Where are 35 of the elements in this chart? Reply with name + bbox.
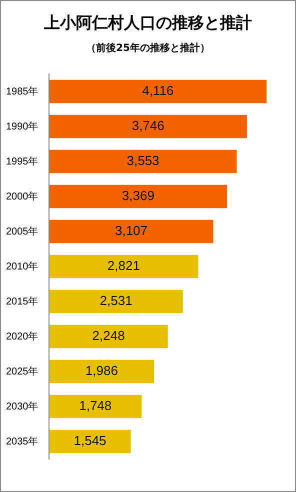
data-label: 4,116: [142, 83, 174, 98]
data-label: 3,369: [122, 188, 154, 204]
data-label: 1,545: [74, 433, 106, 448]
y-tick-label: 2020年: [6, 330, 38, 342]
y-tick-label: 2010年: [6, 260, 38, 272]
chart-title: 上小阿仁村人口の推移と推計: [43, 13, 253, 34]
data-label: 1,748: [79, 398, 112, 414]
bar: [49, 360, 154, 384]
data-label: 2,531: [100, 293, 132, 308]
bar: [49, 114, 247, 138]
y-tick-label: 1995年: [6, 155, 38, 168]
bar: [49, 290, 183, 314]
y-tick-label: 2000年: [6, 190, 38, 202]
bar: [49, 324, 168, 348]
bar: [49, 394, 142, 418]
y-tick-label: 2005年: [6, 225, 38, 238]
data-label: 2,248: [92, 328, 125, 344]
data-label: 3,746: [132, 118, 164, 134]
data-label: 3,553: [126, 153, 160, 168]
bar: [49, 430, 131, 454]
data-label: 3,107: [114, 223, 148, 238]
y-tick-label: 2025年: [6, 365, 38, 378]
bar: [49, 184, 228, 208]
y-tick-label: 2035年: [6, 435, 38, 448]
bar: [49, 150, 237, 174]
y-tick-label: 2015年: [6, 295, 38, 308]
data-label: 1,986: [85, 363, 118, 378]
bar: [49, 220, 214, 244]
chart-subtitle: （前後25年の推移と推計）: [85, 42, 211, 55]
bar: [49, 80, 266, 104]
y-tick-label: 1985年: [6, 85, 38, 98]
data-label: 2,821: [107, 258, 140, 274]
bar: [49, 254, 198, 278]
y-tick-label: 1990年: [6, 120, 38, 132]
y-tick-label: 2030年: [6, 400, 38, 412]
